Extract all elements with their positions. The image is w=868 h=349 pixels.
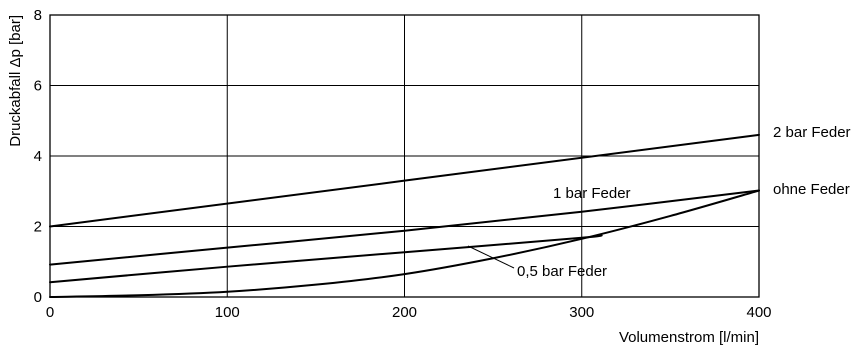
y-tick-label: 0	[34, 289, 42, 306]
x-tick-label: 400	[746, 304, 771, 321]
x-tick-label: 0	[46, 304, 54, 321]
tick-labels: 0 100 200 300 400 0 2 4 6 8	[34, 7, 772, 321]
series-line-ohne-feder	[49, 189, 760, 298]
y-tick-label: 8	[34, 7, 42, 24]
x-tick-label: 200	[392, 304, 417, 321]
series-line-0-5-bar-feder	[49, 233, 603, 284]
grid	[50, 15, 759, 297]
leader-line	[467, 245, 515, 269]
series-lines	[49, 133, 760, 298]
plot-frame	[49, 14, 760, 298]
y-tick-label: 4	[34, 148, 42, 165]
x-tick-label: 100	[215, 304, 240, 321]
series-line-2-bar-feder	[49, 133, 760, 228]
y-tick-label: 2	[34, 219, 42, 236]
series-labels: 2 bar Feder 1 bar Feder 0,5 bar Feder ohne …	[467, 124, 851, 280]
series-label-0-5-bar-feder: 0,5 bar Feder	[517, 263, 607, 280]
y-axis-title: Druckabfall Δp [bar]	[7, 15, 24, 147]
series-label-1-bar-feder: 1 bar Feder	[553, 185, 631, 202]
series-line-1-bar-feder	[49, 189, 760, 266]
series-label-ohne-feder: ohne Feder	[773, 181, 850, 198]
y-tick-label: 6	[34, 78, 42, 95]
series-label-2-bar-feder: 2 bar Feder	[773, 124, 851, 141]
x-axis-title: Volumenstrom [l/min]	[619, 329, 759, 346]
x-tick-label: 300	[569, 304, 594, 321]
